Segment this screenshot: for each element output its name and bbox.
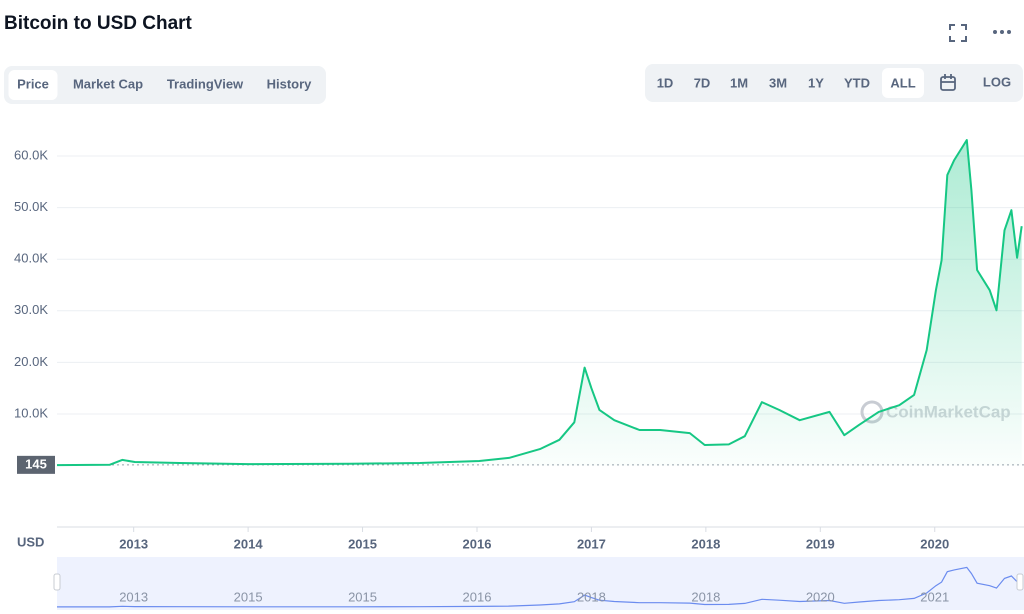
y-axis-label: USD <box>17 534 44 549</box>
navigator-label: 2018 <box>577 589 606 604</box>
x-tick-label: 2020 <box>920 536 949 551</box>
range-button[interactable]: 1D <box>657 75 674 90</box>
navigator-handle[interactable] <box>1016 573 1024 591</box>
tab[interactable]: TradingView <box>167 76 244 91</box>
y-tick-label: 20.0K <box>14 354 48 369</box>
navigator-label: 2015 <box>348 589 377 604</box>
x-tick-label: 2013 <box>119 536 148 551</box>
calendar-icon[interactable] <box>940 74 956 91</box>
more-icon[interactable] <box>993 30 1011 34</box>
tab[interactable]: Price <box>17 76 49 91</box>
navigator-label: 2020 <box>806 589 835 604</box>
tab[interactable]: Market Cap <box>73 76 143 91</box>
range-active-bg <box>882 68 924 98</box>
navigator[interactable] <box>57 557 1024 610</box>
title: Bitcoin to USD Chart <box>4 13 193 34</box>
y-tick-label: 30.0K <box>14 302 48 317</box>
range-button[interactable]: YTD <box>844 75 870 90</box>
price-line-area <box>57 140 1022 466</box>
tab[interactable]: History <box>267 76 313 91</box>
tab-group <box>4 66 326 104</box>
range-button[interactable]: 7D <box>694 75 711 90</box>
x-tick-label: 2015 <box>348 536 377 551</box>
range-button[interactable]: ALL <box>890 75 915 90</box>
navigator-line <box>57 566 1023 608</box>
reference-box <box>17 455 55 474</box>
x-tick-label: 2016 <box>463 536 492 551</box>
range-button[interactable]: 3M <box>769 75 787 90</box>
navigator-label: 2021 <box>920 589 949 604</box>
tab-active-bg <box>8 70 58 100</box>
y-tick-label: 40.0K <box>14 251 48 266</box>
log-button[interactable]: LOG <box>983 74 1011 89</box>
y-tick-label: 10.0K <box>14 405 48 420</box>
price-line <box>56 139 1023 467</box>
reference-label: 145 <box>25 456 47 471</box>
navigator-handle[interactable] <box>53 573 61 591</box>
x-tick-label: 2017 <box>577 536 606 551</box>
x-tick-label: 2018 <box>691 536 720 551</box>
x-tick-label: 2019 <box>806 536 835 551</box>
range-button[interactable]: 1M <box>730 75 748 90</box>
navigator-label: 2018 <box>691 589 720 604</box>
navigator-label: 2015 <box>234 589 263 604</box>
x-tick-label: 2014 <box>234 536 264 551</box>
range-button[interactable]: 1Y <box>808 75 824 90</box>
y-tick-label: 50.0K <box>14 199 48 214</box>
fullscreen-icon[interactable] <box>949 24 967 42</box>
navigator-label: 2013 <box>119 589 148 604</box>
range-group <box>645 64 1023 102</box>
navigator-label: 2016 <box>463 589 492 604</box>
y-tick-label: 60.0K <box>14 147 48 162</box>
